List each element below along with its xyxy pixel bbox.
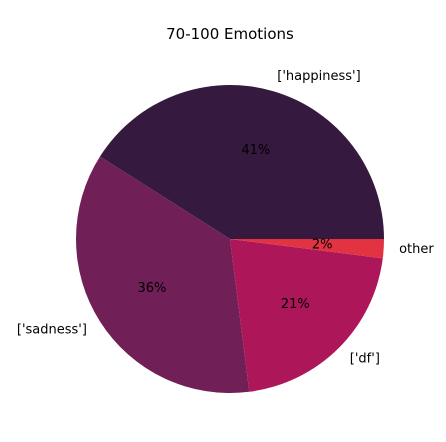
pie-slice-3 <box>230 239 384 259</box>
pie-labels: ['happiness'] 41% ['sadness'] 36% ['df'] 21% o… <box>17 69 434 366</box>
slice-percent-1: 36% <box>138 281 167 296</box>
pie-slice-0 <box>99 84 384 239</box>
slice-percent-0: 41% <box>241 143 270 158</box>
pie-slice-2 <box>230 239 383 392</box>
slice-percent-3: 2% <box>312 237 333 252</box>
slice-label-2: ['df'] <box>350 351 380 366</box>
slice-label-1: ['sadness'] <box>17 322 87 337</box>
pie-slice-1 <box>75 156 250 393</box>
pie-slices <box>75 84 384 393</box>
slice-label-3: other <box>399 242 434 257</box>
slice-percent-2: 21% <box>281 297 310 312</box>
chart-title: 70-100 Emotions <box>166 25 294 43</box>
slice-label-0: ['happiness'] <box>277 69 360 84</box>
